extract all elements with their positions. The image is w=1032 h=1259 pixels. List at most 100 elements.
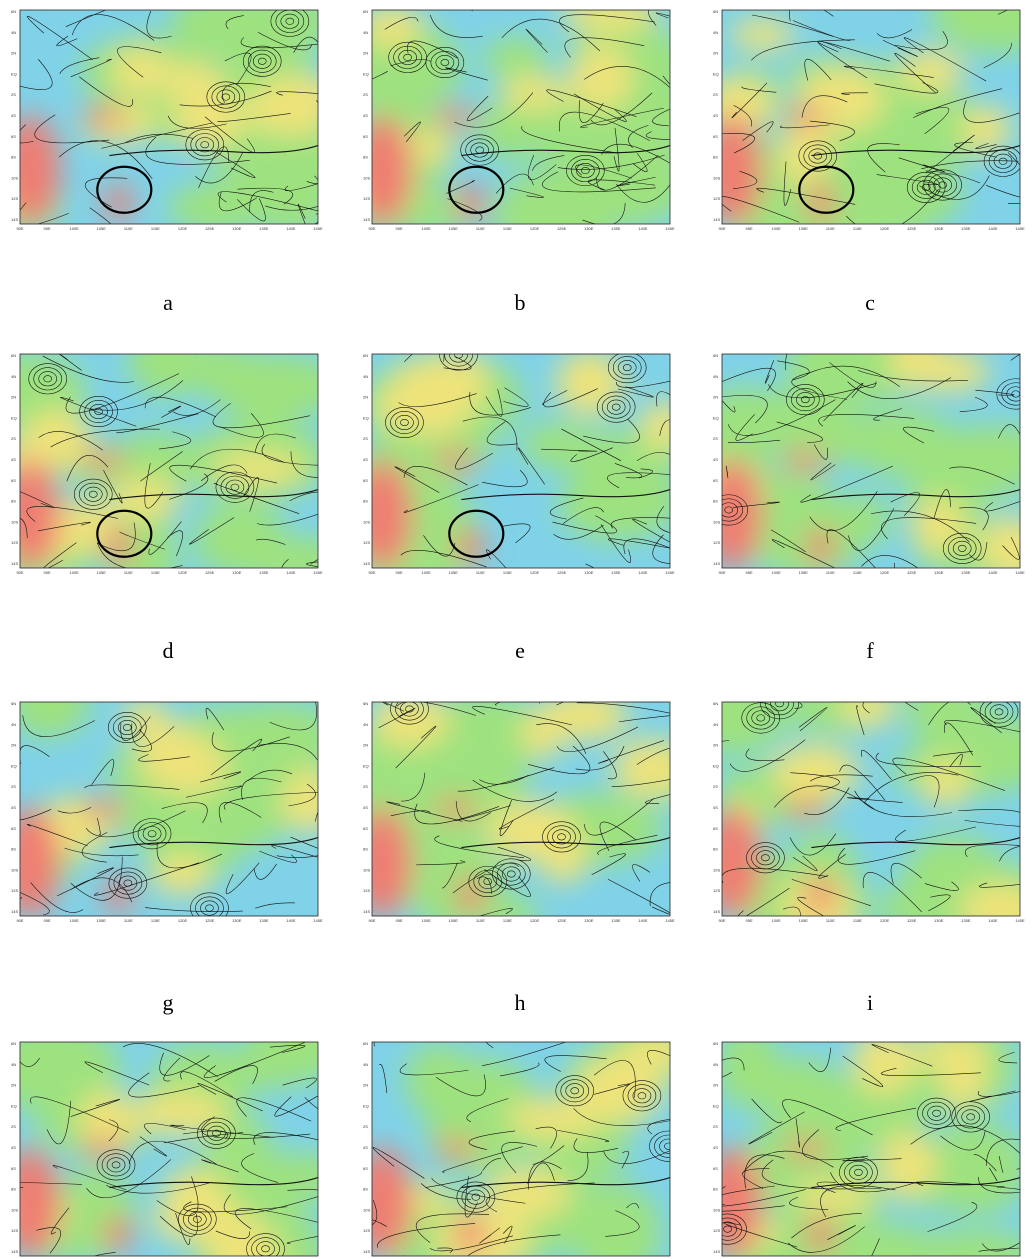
yellow-patch bbox=[211, 452, 304, 487]
lon-tick-label: 135E bbox=[259, 918, 269, 923]
red-patch bbox=[806, 877, 834, 913]
green-patch bbox=[7, 668, 89, 738]
lat-tick-label: 10S bbox=[363, 519, 370, 524]
lat-tick-label: 2S bbox=[363, 436, 368, 441]
lon-tick-label: 145E bbox=[665, 570, 675, 575]
lat-tick-label: 6N bbox=[11, 9, 16, 14]
lat-tick-label: 4N bbox=[713, 30, 718, 35]
lon-tick-label: 145E bbox=[665, 226, 675, 231]
lon-tick-label: 90E bbox=[368, 226, 375, 231]
yellow-patch bbox=[569, 45, 633, 111]
lat-tick-label: 6S bbox=[11, 826, 16, 831]
lon-tick-label: 140E bbox=[286, 226, 296, 231]
panel-label: g bbox=[163, 990, 174, 1015]
lat-tick-label: 10S bbox=[713, 519, 720, 524]
lat-tick-label: 8S bbox=[11, 847, 16, 852]
map-panel: 6N4N2NEQ2S4S6S8S10S12S14S90E95E100E105E1… bbox=[702, 1019, 1032, 1259]
lon-tick-label: 90E bbox=[16, 570, 23, 575]
lat-tick-label: 2S bbox=[713, 784, 718, 789]
lon-tick-label: 90E bbox=[718, 918, 725, 923]
lon-tick-label: 115E bbox=[853, 570, 862, 575]
lat-tick-label: 10S bbox=[363, 867, 370, 872]
lat-tick-label: 4N bbox=[11, 374, 16, 379]
yellow-patch bbox=[914, 352, 989, 392]
lon-tick-label: 120E bbox=[530, 570, 540, 575]
map-panel: 6N4N2NEQ2S4S6S8S10S12S14S90E95E100E105E1… bbox=[0, 668, 388, 924]
lon-tick-label: 90E bbox=[368, 570, 375, 575]
map-area bbox=[674, 669, 1032, 947]
yellow-patch bbox=[771, 744, 859, 799]
lon-tick-label: 120E bbox=[880, 226, 890, 231]
lon-tick-label: 145E bbox=[1015, 226, 1025, 231]
map-panel: 6N4N2NEQ2S4S6S8S10S12S14S90E95E100E105E1… bbox=[344, 675, 752, 935]
streamline bbox=[315, 803, 350, 822]
green-patch bbox=[483, 37, 547, 80]
lat-tick-label: 4S bbox=[363, 457, 368, 462]
lat-tick-label: 6N bbox=[363, 353, 368, 358]
lon-tick-label: 110E bbox=[124, 226, 133, 231]
red-patch bbox=[806, 529, 834, 565]
map-area bbox=[0, 327, 417, 598]
lon-tick-label: 140E bbox=[286, 918, 296, 923]
streamline bbox=[326, 1200, 377, 1227]
lon-tick-label: 105E bbox=[799, 570, 809, 575]
map-panel: 6N4N2NEQ2S4S6S8S10S12S14S90E95E100E105E1… bbox=[666, 319, 1032, 592]
lat-tick-label: 12S bbox=[11, 1228, 18, 1233]
red-patch bbox=[806, 1217, 834, 1253]
red-patch bbox=[0, 1148, 60, 1258]
red-patch bbox=[783, 799, 827, 819]
lon-tick-label: 130E bbox=[584, 570, 594, 575]
streamline bbox=[495, 675, 596, 705]
red-patch bbox=[352, 460, 412, 570]
lon-tick-label: 95E bbox=[396, 226, 403, 231]
yellow-patch bbox=[282, 769, 339, 833]
lat-tick-label: 14S bbox=[713, 909, 720, 914]
lon-tick-label: 115E bbox=[151, 226, 160, 231]
yellow-patch bbox=[840, 689, 896, 728]
lat-tick-label: 4N bbox=[11, 722, 16, 727]
lat-tick-label: 12S bbox=[363, 888, 370, 893]
map-panel: 6N4N2NEQ2S4S6S8S10S12S14S90E95E100E105E1… bbox=[674, 669, 1032, 947]
figure: 6N4N2NEQ2S4S6S8S10S12S14S90E95E100E105E1… bbox=[0, 0, 1032, 1259]
lat-tick-label: 14S bbox=[11, 217, 18, 222]
lon-tick-label: 130E bbox=[584, 918, 594, 923]
lon-tick-label: 140E bbox=[638, 226, 648, 231]
red-patch bbox=[702, 1148, 762, 1258]
lat-tick-label: 4N bbox=[363, 374, 368, 379]
green-patch bbox=[522, 114, 646, 164]
red-patch bbox=[433, 107, 477, 127]
lat-tick-label: 10S bbox=[11, 1207, 18, 1212]
lat-tick-label: 4S bbox=[363, 1145, 368, 1150]
map-area bbox=[666, 319, 1032, 592]
lat-tick-label: 6N bbox=[713, 701, 718, 706]
green-patch bbox=[225, 1153, 361, 1201]
lon-tick-label: 105E bbox=[799, 226, 809, 231]
lat-tick-label: 6S bbox=[713, 134, 718, 139]
red-patch bbox=[81, 107, 125, 127]
lat-tick-label: 14S bbox=[363, 561, 370, 566]
lon-tick-label: 140E bbox=[988, 918, 998, 923]
red-patch bbox=[783, 451, 827, 471]
lat-tick-label: 4S bbox=[11, 113, 16, 118]
lon-tick-label: 120E bbox=[178, 570, 188, 575]
lat-tick-label: 14S bbox=[363, 217, 370, 222]
lat-tick-label: 4N bbox=[713, 1062, 718, 1067]
yellow-patch bbox=[730, 19, 794, 51]
red-patch bbox=[456, 185, 484, 221]
lat-tick-label: 6N bbox=[713, 1041, 718, 1046]
red-patch bbox=[702, 116, 762, 226]
red-patch bbox=[0, 460, 60, 570]
lon-tick-label: 90E bbox=[16, 918, 23, 923]
lon-tick-label: 130E bbox=[232, 918, 242, 923]
map-panel: 6N4N2NEQ2S4S6S8S10S12S14S90E95E100E105E1… bbox=[326, 1016, 714, 1259]
yellow-patch bbox=[156, 737, 227, 795]
lat-tick-label: 2N bbox=[363, 1083, 368, 1088]
lon-tick-label: 100E bbox=[70, 918, 80, 923]
green-patch bbox=[924, 1122, 1028, 1215]
red-patch bbox=[352, 808, 412, 918]
yellow-patch bbox=[110, 47, 172, 94]
lat-tick-label: 10S bbox=[713, 1207, 720, 1212]
lon-tick-label: 110E bbox=[476, 570, 485, 575]
lon-tick-label: 115E bbox=[151, 918, 160, 923]
